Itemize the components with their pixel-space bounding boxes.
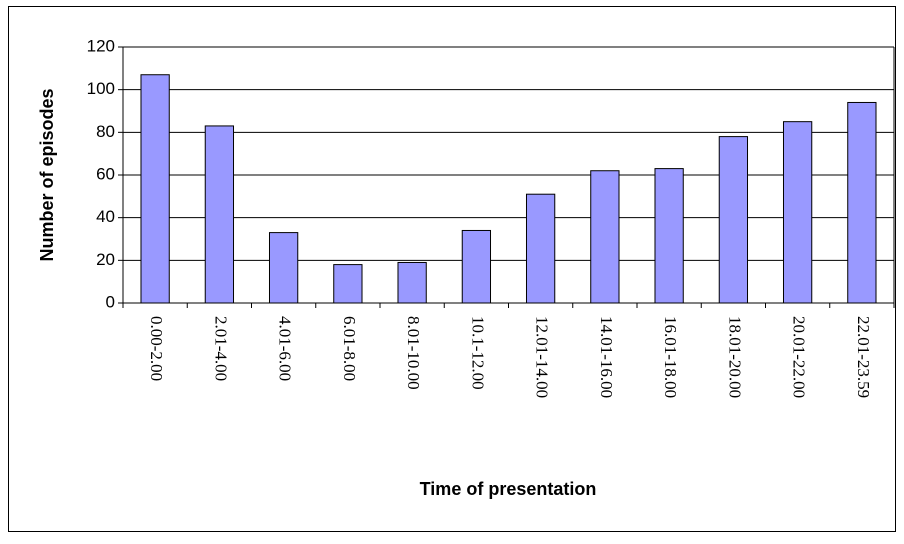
bar <box>333 264 363 304</box>
x-axis-title: Time of presentation <box>420 479 597 499</box>
y-tick-label: 120 <box>87 36 115 55</box>
y-tick-label: 20 <box>96 250 115 269</box>
bar <box>847 101 877 304</box>
y-tick-label: 80 <box>96 122 115 141</box>
x-tick-label: 16.01-18.00 <box>661 316 680 398</box>
x-tick-label: 18.01-20.00 <box>725 316 744 398</box>
bar <box>397 261 427 304</box>
bar <box>268 232 299 304</box>
x-tick-label: 6.01-8.00 <box>340 316 359 381</box>
bar <box>718 136 749 304</box>
bar <box>654 168 684 304</box>
bar <box>461 229 492 304</box>
bar <box>140 74 170 304</box>
x-tick-label: 0.00-2.00 <box>147 316 166 381</box>
x-tick-label: 2.01-4.00 <box>211 316 230 381</box>
y-axis-title: Number of episodes <box>37 88 57 261</box>
x-tick-label: 8.01-10.00 <box>404 316 423 390</box>
x-tick-label: 12.01-14.00 <box>533 316 552 398</box>
x-tick-label: 4.01-6.00 <box>276 316 295 381</box>
bar <box>590 170 620 304</box>
x-tick-label: 20.01-22.00 <box>790 316 809 398</box>
bar <box>525 193 556 304</box>
y-tick-label: 40 <box>96 207 115 226</box>
y-tick-label: 60 <box>96 164 115 183</box>
x-tick-label: 22.01-23.59 <box>854 316 873 398</box>
bar <box>782 121 813 304</box>
x-tick-label: 10.1-12.00 <box>468 316 487 390</box>
bar <box>204 125 235 304</box>
y-tick-label: 0 <box>106 292 115 311</box>
x-tick-label: 14.01-16.00 <box>597 316 616 398</box>
y-tick-label: 100 <box>87 79 115 98</box>
